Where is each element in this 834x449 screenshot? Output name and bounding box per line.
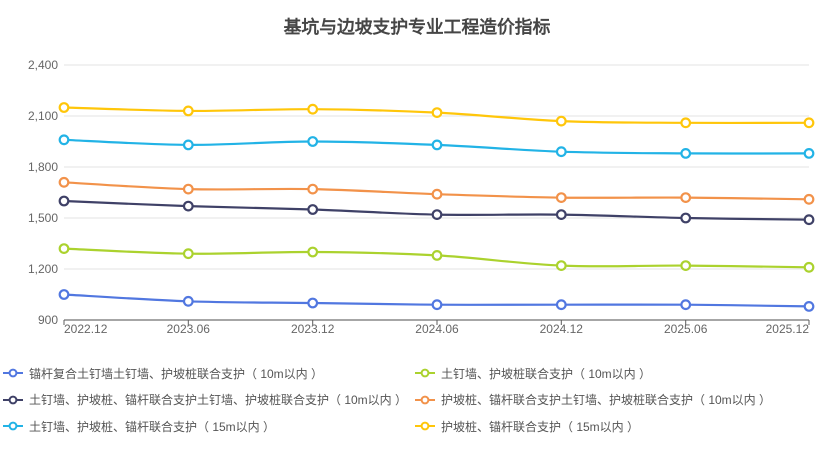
svg-text:1,800: 1,800	[28, 160, 58, 174]
svg-text:2023.12: 2023.12	[291, 322, 335, 336]
svg-text:2,100: 2,100	[28, 109, 58, 123]
svg-text:1,200: 1,200	[28, 262, 58, 276]
svg-text:2,400: 2,400	[28, 58, 58, 72]
svg-text:2025.06: 2025.06	[664, 322, 708, 336]
svg-text:2022.12: 2022.12	[64, 322, 108, 336]
svg-text:1,500: 1,500	[28, 211, 58, 225]
svg-text:2023.06: 2023.06	[167, 322, 211, 336]
svg-text:900: 900	[38, 313, 58, 327]
svg-text:2025.12: 2025.12	[766, 322, 810, 336]
svg-text:2024.06: 2024.06	[415, 322, 459, 336]
svg-text:2024.12: 2024.12	[540, 322, 584, 336]
